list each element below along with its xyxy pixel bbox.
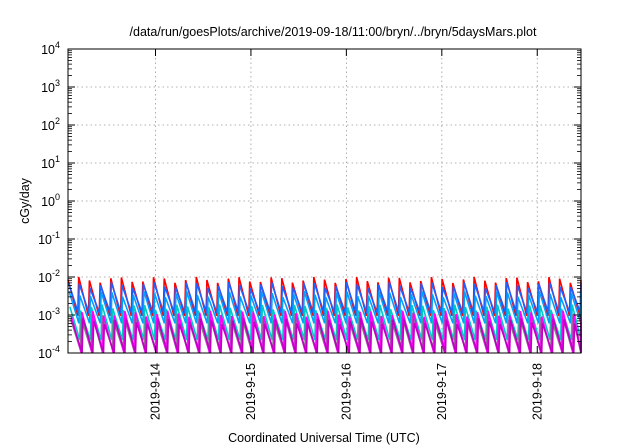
y-tick-label: 10-4 <box>38 344 60 361</box>
series-group <box>67 276 582 354</box>
series-line <box>71 317 582 354</box>
y-tick-label: 103 <box>41 78 60 95</box>
y-tick-label: 10-3 <box>38 306 60 323</box>
y-tick-label: 104 <box>41 40 60 57</box>
x-axis-label: Coordinated Universal Time (UTC) <box>228 431 420 445</box>
chart-title: /data/run/goesPlots/archive/2019-09-18/1… <box>130 25 537 39</box>
x-tick-label: 2019-9-14 <box>148 363 162 420</box>
y-tick-label: 102 <box>41 116 60 133</box>
x-axis: 2019-9-14 2019-9-15 2019-9-16 2019-9-17 2019… <box>148 49 544 420</box>
y-axis-label: cGy/day <box>18 177 32 224</box>
x-tick-label: 2019-9-17 <box>435 363 449 420</box>
y-tick-label: 10-2 <box>38 268 60 285</box>
y-tick-label: 100 <box>41 192 60 209</box>
y-axis: 10-4 10-3 10-2 10-1 100 101 102 103 104 <box>38 40 581 361</box>
x-tick-label: 2019-9-16 <box>339 363 353 420</box>
x-tick-label: 2019-9-15 <box>244 363 258 420</box>
series-line <box>68 290 582 324</box>
y-tick-label: 10-1 <box>38 230 60 247</box>
y-tick-label: 101 <box>41 154 60 171</box>
x-tick-label: 2019-9-18 <box>530 363 544 420</box>
series-line <box>67 281 582 314</box>
